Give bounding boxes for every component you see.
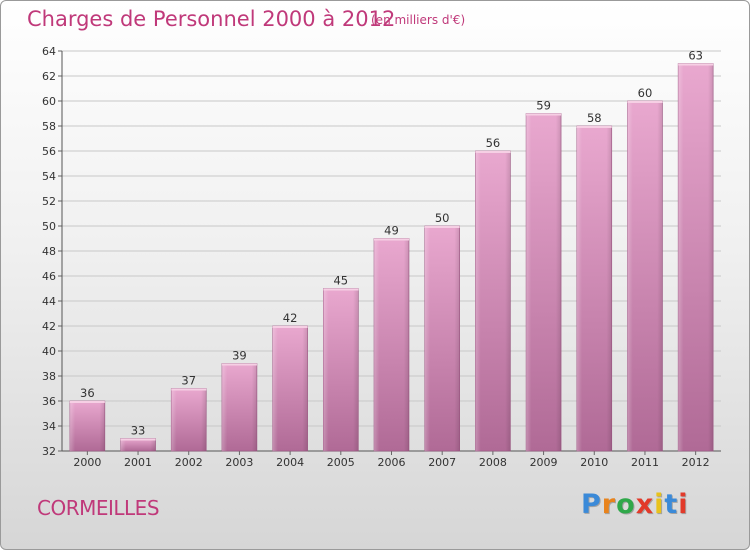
bar-top [627,101,663,103]
data-label: 49 [384,224,399,238]
y-tick-label: 54 [42,170,56,183]
y-tick-label: 60 [42,95,56,108]
x-tick-label: 2008 [479,456,507,469]
bar-shade [221,363,257,451]
x-tick-label: 2003 [225,456,253,469]
bar-shade [424,226,460,451]
x-tick-label: 2010 [580,456,608,469]
data-label: 63 [688,49,703,63]
y-tick-label: 50 [42,220,56,233]
x-tick-label: 2005 [327,456,355,469]
bar-shade [323,288,359,451]
bar-shade [120,438,156,451]
bar-shade [678,63,714,451]
data-label: 50 [435,211,450,225]
data-label: 58 [587,111,602,125]
x-tick-label: 2009 [530,456,558,469]
logo-letter: x [635,489,655,520]
data-label: 45 [333,274,348,288]
y-tick-label: 58 [42,120,56,133]
bar-shade [374,238,409,451]
bar-layer [69,63,714,452]
chart-title: Charges de Personnel 2000 à 2012 [27,7,396,31]
proxiti-logo: Proxiti [581,489,689,520]
data-label: 59 [536,99,551,113]
bar-top [374,238,409,241]
y-tick-label: 40 [42,345,56,358]
y-tick-label: 42 [42,320,56,333]
x-tick-label: 2002 [175,456,203,469]
logo-letter: t [664,489,679,520]
x-tick-label: 2001 [124,456,152,469]
logo-letter: i [654,489,665,520]
data-label: 36 [80,386,95,400]
data-label: 56 [486,136,501,150]
logo-letter: r [601,489,617,520]
label-layer: 32 34 36 38 40 42 44 46 48 50 52 54 56 58 60 62 64 36 2000… [42,45,710,469]
logo-letter: i [678,489,689,520]
bar-top [171,388,207,391]
bar-top [424,226,460,228]
bar-shade [69,401,105,451]
bar-top [323,288,359,291]
y-tick-label: 46 [42,270,56,283]
chart-subtitle: (en milliers d'€) [371,13,466,27]
bar-shade [272,326,308,451]
y-tick-label: 38 [42,370,56,383]
bar-top [120,438,156,441]
bar-top [576,126,612,128]
y-tick-label: 52 [42,195,56,208]
data-label: 33 [131,424,146,438]
data-label: 42 [283,311,298,325]
y-tick-label: 64 [42,45,56,58]
commune-name: CORMEILLES [37,496,160,520]
data-label: 37 [181,374,196,388]
y-tick-label: 34 [42,420,56,433]
y-tick-label: 62 [42,70,56,83]
bar-shade [171,388,207,451]
y-tick-label: 56 [42,145,56,158]
logo-letter: o [616,489,636,520]
bar-shade [526,113,562,451]
x-tick-label: 2006 [378,456,406,469]
bar-shade [475,151,511,451]
y-tick-label: 44 [42,295,56,308]
bar-top [475,151,511,153]
x-tick-label: 2011 [631,456,659,469]
bar-top [526,113,562,116]
y-tick-label: 36 [42,395,56,408]
x-tick-label: 2004 [276,456,304,469]
y-tick-label: 48 [42,245,56,258]
x-tick-label: 2000 [73,456,101,469]
logo-letter: P [581,489,602,520]
bar-top [221,363,257,366]
bar-top [69,401,105,403]
bar-shade [627,101,663,451]
bar-top [272,326,308,328]
y-tick-label: 32 [42,445,56,458]
data-label: 60 [638,86,653,100]
data-label: 39 [232,349,247,363]
bar-shade [576,126,612,451]
x-tick-label: 2012 [682,456,710,469]
bar-top [678,63,714,66]
x-tick-label: 2007 [428,456,456,469]
